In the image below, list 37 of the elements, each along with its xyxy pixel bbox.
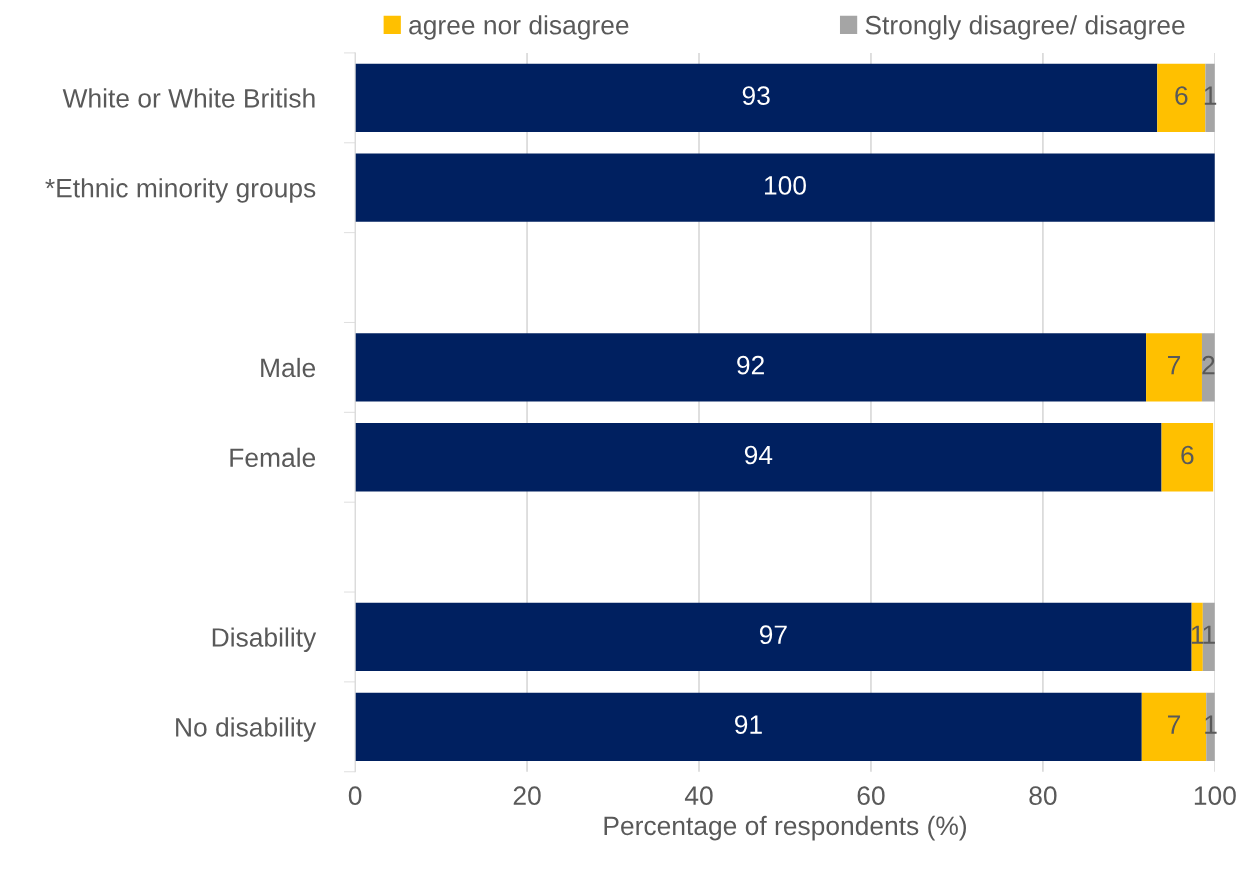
data-label: 2	[1202, 355, 1215, 375]
x-tick-label: 80	[1029, 786, 1057, 806]
y-tick-label: Male	[261, 357, 316, 378]
data-label: 6	[1175, 86, 1188, 105]
y-tick-label: Female	[230, 447, 316, 468]
bar	[355, 153, 1215, 222]
bar	[1141, 692, 1207, 761]
bar	[1157, 63, 1206, 132]
data-label: 94	[744, 445, 773, 465]
y-tick-label: White or White British	[62, 88, 315, 108]
x-tick-label: 0	[348, 786, 362, 806]
data-label: 6	[1181, 445, 1194, 465]
x-tick-label: 60	[857, 786, 885, 806]
bar	[355, 63, 1158, 132]
y-tick-label: No disability	[176, 717, 317, 742]
bar	[355, 333, 1147, 402]
bar	[1161, 423, 1214, 492]
y-tick-label: *Ethnic minority groups	[45, 178, 316, 203]
data-label: 97	[759, 625, 787, 645]
x-tick-label: 20	[513, 786, 541, 806]
bar	[355, 602, 1192, 672]
data-label: 92	[737, 355, 764, 375]
legend-label: agree nor disagree	[409, 15, 629, 40]
bar	[355, 423, 1162, 492]
y-tick-label: Disability	[212, 627, 317, 653]
data-label: 7	[1168, 715, 1181, 734]
data-label: 91	[735, 715, 762, 734]
data-label: 1	[1203, 625, 1215, 644]
bar	[355, 692, 1142, 761]
x-tick-label: 40	[684, 786, 713, 806]
legend-label: Strongly disagree/ disagree	[865, 15, 1185, 40]
bar	[1146, 333, 1202, 402]
x-axis-title: Percentage of respondents (%)	[604, 815, 966, 841]
data-label: 93	[742, 86, 770, 105]
x-tick-label: 100	[1194, 786, 1236, 806]
data-label: 100	[764, 176, 806, 195]
data-label: 7	[1168, 356, 1181, 375]
